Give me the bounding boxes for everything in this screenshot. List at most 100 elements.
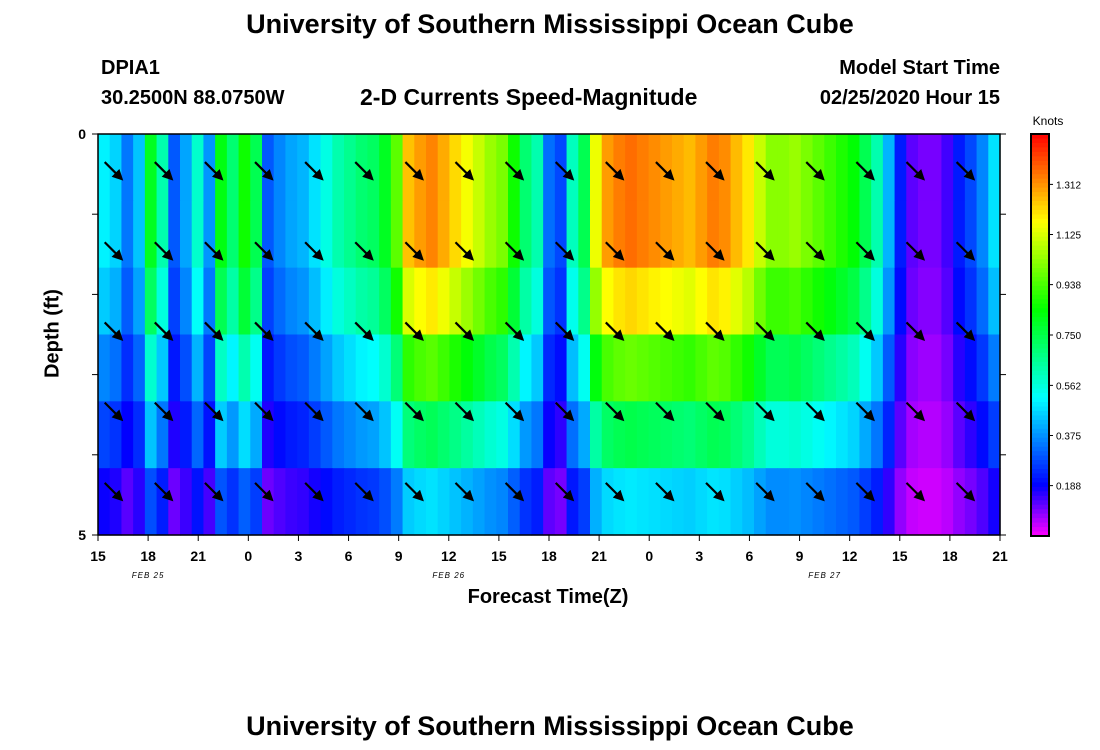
- current-arrow: [554, 241, 575, 261]
- heatmap-cell: [367, 468, 380, 536]
- heatmap-cell: [449, 468, 462, 536]
- heatmap-cell: [590, 334, 603, 402]
- heatmap-cell: [519, 267, 533, 336]
- current-arrow: [404, 482, 424, 502]
- heatmap-cell: [484, 134, 497, 202]
- colorbar-segment: [1031, 183, 1049, 189]
- heatmap-cell: [308, 200, 322, 269]
- heatmap-cell: [297, 468, 310, 536]
- heatmap-cell: [578, 200, 591, 269]
- heatmap-cell: [707, 334, 720, 402]
- heatmap-cell: [964, 267, 978, 336]
- heatmap-cell: [941, 200, 954, 269]
- heatmap-cell: [777, 334, 790, 402]
- heatmap-cell: [379, 134, 392, 202]
- page-title: University of Southern Mississippi Ocean…: [246, 9, 854, 39]
- heatmap-cell: [988, 401, 1001, 469]
- heatmap-cell: [625, 200, 638, 269]
- heatmap-cell: [882, 267, 896, 336]
- heatmap-cell: [859, 134, 872, 202]
- heatmap-cell: [262, 468, 275, 536]
- colorbar-segment: [1031, 330, 1049, 336]
- x-tick-label: 3: [695, 548, 703, 564]
- colorbar-segment: [1031, 192, 1049, 198]
- heatmap-cell: [660, 334, 673, 402]
- colorbar-segment: [1031, 254, 1049, 260]
- heatmap-cell: [238, 267, 251, 336]
- heatmap-cell: [730, 468, 743, 536]
- heatmap-cell: [250, 468, 263, 536]
- heatmap-cell: [426, 401, 439, 469]
- heatmap-cell: [449, 134, 462, 202]
- heatmap-cell: [824, 267, 837, 336]
- colorbar: 1.312 1.125 0.938 0.750 0.562 0.375 0.188: [1030, 133, 1081, 537]
- heatmap-cell: [918, 401, 931, 469]
- heatmap-cell: [906, 468, 919, 536]
- heatmap-cell: [180, 134, 193, 202]
- heatmap-cell: [203, 468, 216, 536]
- heatmap-cell: [285, 334, 298, 402]
- colorbar-segment: [1031, 156, 1049, 162]
- heatmap-cell: [800, 267, 814, 336]
- heatmap-cell: [285, 468, 298, 536]
- heatmap-cell: [824, 200, 837, 269]
- heatmap-cell: [648, 334, 661, 402]
- heatmap-cell: [238, 468, 251, 536]
- colorbar-segment: [1031, 473, 1049, 479]
- heatmap-cell: [519, 334, 533, 402]
- heatmap-cell: [554, 468, 568, 536]
- current-arrow: [454, 161, 475, 181]
- heatmap-cell: [672, 468, 685, 536]
- heatmap-cell: [180, 200, 193, 269]
- heatmap-cell: [941, 401, 954, 469]
- colorbar-segment: [1031, 236, 1049, 242]
- heatmap-cell: [355, 267, 369, 336]
- x-tick-label: 18: [140, 548, 156, 564]
- colorbar-segment: [1031, 361, 1049, 367]
- heatmap-cell: [390, 200, 404, 269]
- heatmap-cell: [461, 334, 474, 402]
- current-arrow: [103, 401, 124, 422]
- current-arrow: [154, 241, 174, 261]
- heatmap-cell: [648, 401, 661, 469]
- colorbar-segment: [1031, 187, 1049, 193]
- colorbar-segment: [1031, 446, 1049, 452]
- heatmap-cell: [976, 401, 989, 469]
- heatmap-cell: [590, 401, 603, 469]
- heatmap-cell: [683, 200, 697, 269]
- heatmap-cell: [98, 401, 111, 469]
- heatmap-cell: [777, 267, 790, 336]
- x-tick-label: 6: [345, 548, 353, 564]
- heatmap-cell: [367, 200, 380, 269]
- colorbar-segment: [1031, 531, 1049, 537]
- heatmap-cell: [636, 334, 650, 402]
- colorbar-tick-label: 0.750: [1056, 331, 1081, 342]
- heatmap-cell: [836, 334, 849, 402]
- colorbar-segment: [1031, 384, 1049, 390]
- heatmap-cell: [226, 134, 240, 202]
- heatmap-cell: [859, 468, 872, 536]
- current-arrow: [204, 241, 224, 261]
- heatmap-cell: [601, 468, 615, 536]
- heatmap-cell: [472, 200, 486, 269]
- heatmap-cell: [566, 134, 579, 202]
- heatmap-cell: [543, 401, 556, 469]
- current-arrow: [554, 321, 575, 342]
- current-arrow: [554, 161, 575, 181]
- heatmap-cell: [824, 468, 837, 536]
- x-tick-label: 9: [796, 548, 804, 564]
- colorbar-segment: [1031, 410, 1049, 416]
- heatmap-cell: [426, 200, 439, 269]
- heatmap-cell: [402, 401, 415, 469]
- current-arrow: [154, 401, 174, 422]
- heatmap-cell: [344, 334, 357, 402]
- colorbar-segment: [1031, 513, 1049, 519]
- heatmap-cell: [543, 200, 556, 269]
- heatmap-cell: [707, 468, 720, 536]
- colorbar-segment: [1031, 455, 1049, 461]
- colorbar-segment: [1031, 196, 1049, 202]
- current-arrow: [655, 482, 675, 502]
- heatmap-cell: [590, 200, 603, 269]
- colorbar-segment: [1031, 312, 1049, 318]
